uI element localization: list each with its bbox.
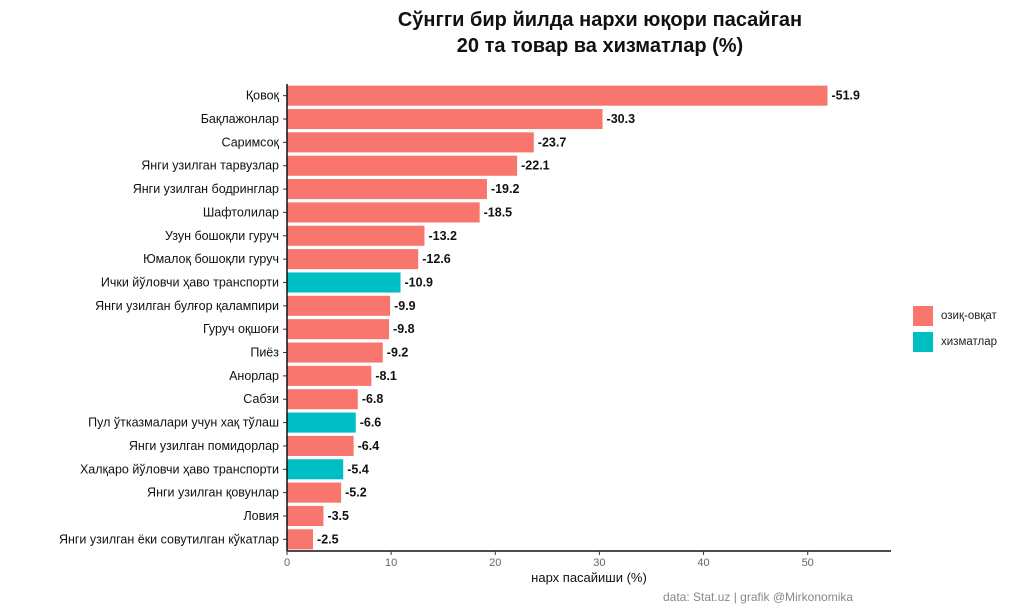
bar	[287, 389, 358, 410]
bar	[287, 272, 401, 293]
y-tick-label: Узун бошоқли гуруч	[165, 229, 279, 243]
y-tick-label: Янги узилган ёки совутилган кўкатлар	[59, 532, 279, 546]
legend: озиқ-овқат хизматлар	[913, 303, 997, 355]
data-label: -23.7	[538, 135, 567, 149]
y-tick-label: Анорлар	[229, 369, 279, 383]
bar	[287, 342, 383, 363]
legend-label-food: озиқ-овқат	[941, 310, 997, 322]
x-axis-title: нарх пасайиши (%)	[531, 570, 647, 585]
bar	[287, 249, 419, 270]
data-label: -10.9	[405, 275, 434, 289]
legend-swatch-services	[913, 332, 933, 352]
x-tick-label: 20	[489, 557, 501, 569]
y-tick-label: Ловия	[243, 509, 279, 523]
y-tick-label: Бақлажонлар	[201, 112, 279, 126]
x-tick-label: 0	[284, 557, 290, 569]
x-tick-label: 50	[802, 557, 814, 569]
bar	[287, 295, 391, 316]
data-label: -6.6	[360, 416, 382, 430]
data-label: -19.2	[491, 182, 520, 196]
legend-label-services: хизматлар	[941, 336, 998, 348]
y-tick-label: Янги узилган қовунлар	[147, 486, 279, 500]
bar	[287, 365, 372, 386]
data-label: -51.9	[831, 89, 860, 103]
y-tick-label: Шафтолилар	[203, 205, 279, 219]
bar	[287, 108, 603, 130]
chart-title-line2: 20 та товар ва хизматлар (%)	[456, 35, 744, 57]
bar	[287, 319, 390, 340]
data-label: -6.4	[358, 439, 380, 453]
chart-title-line1: Сўнгги бир йилда нархи юқори пасайган	[397, 9, 803, 31]
bar	[287, 459, 344, 480]
data-label: -3.5	[327, 509, 349, 523]
y-tick-label: Пул ўтказмалари учун хақ тўлаш	[88, 416, 279, 430]
y-tick-label: Гуруч оқшоғи	[203, 322, 279, 336]
data-label: -9.8	[393, 322, 415, 336]
y-tick-label: Саримсоқ	[222, 135, 280, 149]
y-tick-label: Юмалоқ бошоқли гуруч	[143, 252, 279, 266]
data-label: -9.9	[394, 299, 416, 313]
data-label: -30.3	[607, 112, 636, 126]
data-label: -5.4	[347, 462, 369, 476]
bar	[287, 132, 534, 153]
data-label: -9.2	[387, 346, 409, 360]
source-caption: data: Stat.uz | grafik @Mirkonomika	[663, 590, 854, 604]
legend-item-food: озиқ-овқат	[913, 303, 997, 329]
bar	[287, 505, 324, 527]
data-label: -2.5	[317, 532, 339, 546]
y-tick-label: Халқаро йўловчи ҳаво транспорти	[80, 462, 279, 476]
x-tick-label: 30	[593, 557, 605, 569]
bar	[287, 155, 518, 176]
bar	[287, 482, 342, 503]
legend-item-services: хизматлар	[913, 329, 997, 355]
data-label: -13.2	[428, 229, 457, 243]
bar	[287, 179, 487, 200]
legend-swatch-food	[913, 306, 933, 326]
bar	[287, 202, 480, 223]
data-label: -18.5	[484, 205, 513, 219]
y-tick-label: Ички йўловчи ҳаво транспорти	[101, 275, 279, 289]
y-tick-label: Пиёз	[250, 346, 279, 360]
y-tick-label: Янги узилган тарвузлар	[141, 159, 279, 173]
data-label: -5.2	[345, 486, 367, 500]
y-tick-label: Қовоқ	[246, 89, 280, 103]
bar	[287, 85, 828, 106]
y-tick-label: Янги узилган помидорлар	[129, 439, 279, 453]
x-tick-label: 40	[697, 557, 709, 569]
bar	[287, 225, 425, 246]
y-tick-label: Янги узилган бодринглар	[133, 182, 279, 196]
y-tick-label: Янги узилган булғор қалампири	[95, 299, 279, 313]
data-label: -12.6	[422, 252, 451, 266]
bar	[287, 529, 314, 550]
data-label: -8.1	[375, 369, 397, 383]
bar	[287, 412, 356, 433]
y-tick-label: Сабзи	[243, 392, 279, 406]
data-label: -6.8	[362, 392, 384, 406]
x-tick-label: 10	[385, 557, 397, 569]
data-label: -22.1	[521, 159, 550, 173]
bar	[287, 435, 354, 456]
